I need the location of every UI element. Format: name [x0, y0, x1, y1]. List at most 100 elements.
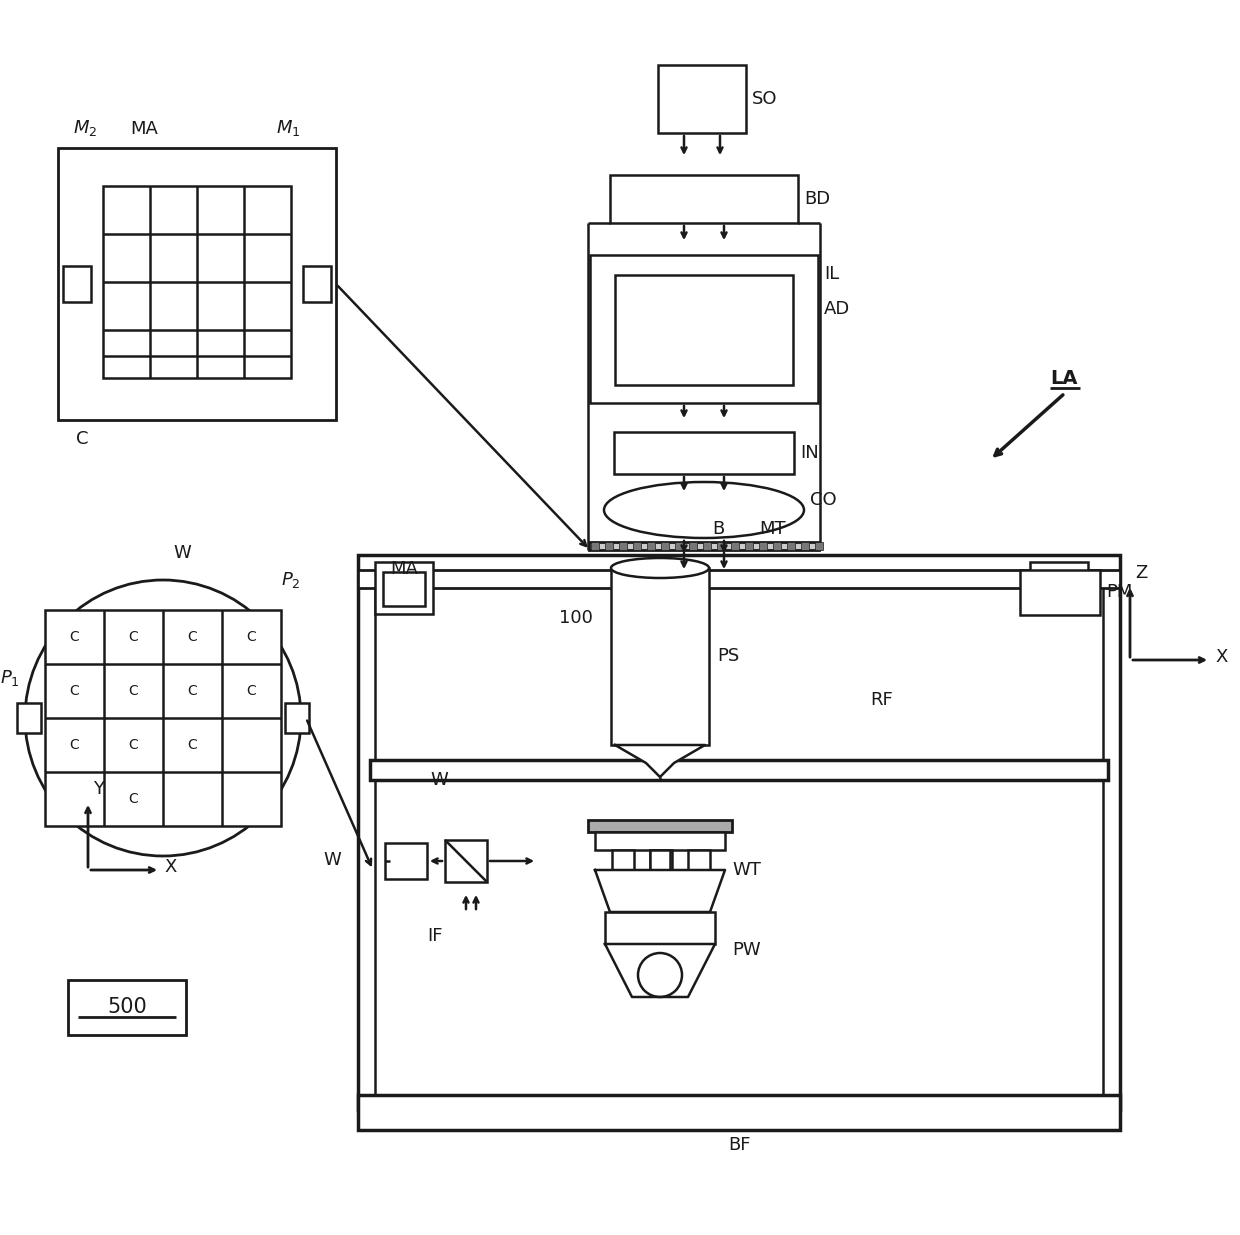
Text: Z: Z: [1135, 564, 1147, 582]
Bar: [1030, 562, 1087, 614]
Bar: [103, 186, 291, 378]
Text: IN: IN: [800, 445, 818, 462]
Bar: [303, 266, 331, 303]
Bar: [611, 568, 709, 745]
Bar: [374, 562, 433, 614]
Text: $P_2$: $P_2$: [281, 571, 300, 590]
Text: $M_1$: $M_1$: [277, 119, 300, 138]
Text: $P_1$: $P_1$: [0, 668, 20, 688]
Bar: [632, 542, 641, 550]
Bar: [285, 703, 309, 734]
Bar: [801, 542, 808, 550]
Bar: [591, 542, 599, 550]
Text: PM: PM: [1106, 583, 1132, 601]
Text: C: C: [128, 792, 138, 806]
Circle shape: [25, 580, 301, 856]
Bar: [589, 542, 818, 550]
Text: B: B: [712, 520, 724, 538]
Text: CO: CO: [810, 492, 837, 509]
Bar: [445, 840, 487, 882]
Bar: [17, 703, 41, 734]
Bar: [650, 850, 672, 869]
Text: C: C: [128, 739, 138, 752]
Text: W: W: [174, 543, 191, 562]
Ellipse shape: [604, 482, 804, 538]
Text: C: C: [69, 684, 79, 698]
Text: C: C: [246, 630, 255, 643]
Polygon shape: [605, 944, 715, 997]
Bar: [675, 542, 683, 550]
Bar: [1021, 571, 1100, 615]
Bar: [615, 275, 794, 385]
Bar: [588, 820, 732, 832]
Text: 500: 500: [107, 997, 146, 1016]
Bar: [610, 175, 799, 224]
Bar: [63, 266, 91, 303]
Bar: [773, 542, 781, 550]
Bar: [45, 610, 281, 826]
Text: IL: IL: [825, 266, 839, 283]
Bar: [619, 542, 627, 550]
Text: X: X: [164, 858, 176, 876]
Bar: [590, 254, 818, 403]
Bar: [383, 572, 425, 606]
Bar: [613, 850, 634, 869]
Bar: [745, 542, 753, 550]
Text: X: X: [1215, 648, 1228, 666]
Bar: [358, 1095, 1120, 1130]
Text: MA: MA: [130, 120, 157, 138]
Text: C: C: [69, 630, 79, 643]
Text: RF: RF: [870, 692, 893, 709]
Text: C: C: [128, 684, 138, 698]
Bar: [1038, 572, 1080, 606]
Text: MA: MA: [391, 559, 418, 578]
Text: BD: BD: [804, 190, 830, 207]
Bar: [647, 542, 655, 550]
Bar: [68, 981, 186, 1035]
Bar: [370, 760, 1109, 781]
Text: IF: IF: [427, 927, 443, 945]
Bar: [358, 555, 1120, 1110]
Bar: [595, 832, 725, 850]
Bar: [374, 580, 1104, 1100]
Text: BF: BF: [728, 1136, 750, 1153]
Bar: [614, 432, 794, 474]
Text: C: C: [187, 684, 197, 698]
Text: AD: AD: [825, 300, 851, 317]
Bar: [703, 542, 711, 550]
Bar: [717, 542, 725, 550]
Text: LA: LA: [1050, 368, 1078, 388]
Text: C: C: [187, 630, 197, 643]
Bar: [732, 542, 739, 550]
Text: MT: MT: [759, 520, 786, 538]
Bar: [358, 571, 1120, 588]
Polygon shape: [595, 869, 725, 911]
Bar: [688, 850, 711, 869]
Bar: [650, 850, 670, 869]
Text: WT: WT: [732, 861, 761, 879]
Bar: [605, 542, 613, 550]
Bar: [661, 542, 670, 550]
Text: W: W: [322, 851, 341, 869]
Bar: [787, 542, 795, 550]
Text: C: C: [128, 630, 138, 643]
Bar: [384, 844, 427, 879]
Text: W: W: [430, 771, 448, 789]
Circle shape: [639, 953, 682, 997]
Bar: [759, 542, 768, 550]
Text: Y: Y: [93, 781, 104, 798]
Text: PS: PS: [717, 647, 739, 664]
Text: C: C: [69, 739, 79, 752]
Bar: [689, 542, 697, 550]
Bar: [815, 542, 823, 550]
Text: SO: SO: [751, 90, 777, 107]
Polygon shape: [615, 745, 706, 777]
Bar: [658, 65, 746, 133]
Text: C: C: [187, 739, 197, 752]
Ellipse shape: [611, 558, 709, 578]
Bar: [58, 148, 336, 420]
Text: C: C: [76, 430, 88, 448]
Bar: [605, 911, 715, 944]
Text: PW: PW: [732, 941, 760, 960]
Text: $M_2$: $M_2$: [73, 119, 97, 138]
